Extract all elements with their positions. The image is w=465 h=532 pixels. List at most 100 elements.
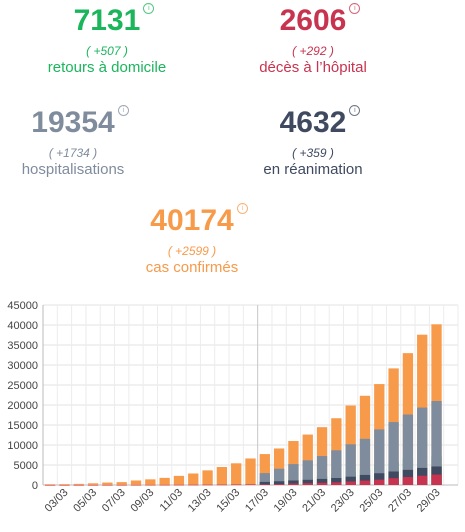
bar-cas-08/03 bbox=[130, 480, 142, 485]
bar-deces-11/03 bbox=[173, 484, 185, 486]
info-icon[interactable]: i bbox=[349, 3, 361, 14]
bar-rea-21/03 bbox=[316, 478, 328, 485]
bar-hosp-27/03 bbox=[402, 414, 414, 485]
bar-deces-13/03 bbox=[202, 484, 213, 486]
y-tick-label: 30000 bbox=[7, 360, 38, 372]
bar-hosp-24/03 bbox=[359, 438, 371, 485]
hosp-delta: ( +1734 ) bbox=[48, 146, 98, 160]
bar-hosp-25/03 bbox=[374, 429, 385, 485]
bar-cas-05/03 bbox=[87, 483, 99, 485]
stat-retours: 7131 i ( +507 ) retours à domicile bbox=[7, 3, 207, 76]
bar-deces-24/03 bbox=[359, 480, 371, 485]
retours-value: 7131 i bbox=[74, 3, 155, 36]
bar-cas-20/03 bbox=[302, 434, 313, 485]
stacked-bar-chart: 0 5000 10000 15000 20000 25000 30000 35000 40000… bbox=[7, 300, 459, 515]
y-tick-label: 45000 bbox=[7, 300, 38, 312]
bar-rea-19/03 bbox=[288, 480, 299, 485]
bar-cas-02/03 bbox=[45, 484, 56, 485]
bar-hosp-26/03 bbox=[388, 422, 399, 485]
x-tick-label: 03/03 bbox=[43, 487, 71, 515]
y-tick-label: 25000 bbox=[7, 380, 38, 392]
bar-deces-06/03 bbox=[102, 484, 113, 486]
bar-deces-21/03 bbox=[316, 482, 328, 485]
bar-deces-05/03 bbox=[87, 484, 99, 486]
x-axis: 03/03 05/03 07/03 09/03 11/03 13/03 15/03 17/03… bbox=[43, 487, 443, 515]
bar-hosp-22/03 bbox=[331, 450, 342, 485]
x-tick-label: 27/03 bbox=[386, 487, 414, 515]
bar-deces-08/03 bbox=[130, 484, 142, 486]
deces-value: 2606 i bbox=[280, 3, 361, 36]
hosp-label: hospitalisations bbox=[21, 161, 125, 178]
bar-cas-12/03 bbox=[188, 473, 199, 485]
info-icon[interactable]: i bbox=[236, 203, 248, 214]
chart-grid bbox=[42, 304, 459, 486]
bar-deces-02/03 bbox=[45, 484, 56, 486]
y-tick-label: 5000 bbox=[14, 460, 38, 472]
hosp-value: 19354 i bbox=[31, 105, 129, 138]
bar-deces-14/03 bbox=[216, 484, 228, 486]
bar-cas-16/03 bbox=[245, 458, 256, 485]
stat-cas-confirmes: 40174 i ( +2599 ) cas confirmés bbox=[92, 203, 292, 276]
bar-hosp-18/03 bbox=[273, 468, 285, 485]
bar-deces-15/03 bbox=[231, 484, 242, 486]
bar-deces-09/03 bbox=[145, 484, 156, 486]
rea-delta: ( +359 ) bbox=[292, 146, 334, 160]
cas-value: 40174 i bbox=[150, 203, 248, 236]
bar-deces-16/03 bbox=[245, 484, 256, 486]
bar-deces-27/03 bbox=[402, 477, 414, 485]
x-tick-label: 23/03 bbox=[329, 487, 357, 515]
bar-cas-17/03 bbox=[259, 454, 270, 485]
bar-deces-10/03 bbox=[159, 484, 170, 486]
bar-cas-03/03 bbox=[59, 484, 70, 485]
bar-rea-22/03 bbox=[331, 478, 342, 485]
bar-deces-25/03 bbox=[374, 479, 385, 485]
bar-deces-18/03 bbox=[273, 484, 285, 485]
stat-hospitalisations: 19354 i ( +1734 ) hospitalisations bbox=[0, 105, 173, 178]
cas-delta: ( +2599 ) bbox=[167, 244, 217, 258]
bar-deces-19/03 bbox=[288, 483, 299, 485]
stat-deces: 2606 i ( +292 ) décès à l’hôpital bbox=[213, 3, 413, 76]
deces-label: décès à l’hôpital bbox=[259, 59, 367, 76]
x-tick-label: 15/03 bbox=[214, 487, 242, 515]
bar-rea-24/03 bbox=[359, 474, 371, 485]
y-tick-label: 10000 bbox=[7, 440, 38, 452]
bar-rea-17/03 bbox=[259, 481, 270, 485]
bar-deces-29/03 bbox=[431, 474, 442, 485]
x-tick-label: 17/03 bbox=[243, 487, 271, 515]
cas-label: cas confirmés bbox=[145, 259, 239, 276]
bar-cas-09/03 bbox=[145, 479, 156, 485]
x-tick-label: 13/03 bbox=[186, 487, 214, 515]
bar-cas-07/03 bbox=[116, 482, 127, 485]
y-tick-label: 0 bbox=[32, 480, 38, 492]
bar-deces-17/03 bbox=[259, 484, 270, 485]
x-tick-label: 07/03 bbox=[100, 487, 128, 515]
chart-bars bbox=[45, 324, 442, 486]
x-tick-label: 05/03 bbox=[71, 487, 99, 515]
retours-label: retours à domicile bbox=[47, 59, 167, 76]
bar-cas-13/03 bbox=[202, 470, 213, 485]
bar-cas-04/03 bbox=[73, 483, 84, 485]
rea-value: 4632 i bbox=[280, 105, 361, 138]
y-tick-label: 15000 bbox=[7, 420, 38, 432]
bar-deces-23/03 bbox=[345, 481, 356, 485]
bar-deces-28/03 bbox=[417, 475, 428, 485]
info-icon[interactable]: i bbox=[143, 3, 155, 14]
info-icon[interactable]: i bbox=[117, 105, 129, 116]
bar-deces-07/03 bbox=[116, 484, 127, 486]
y-tick-label: 20000 bbox=[7, 400, 38, 412]
bar-hosp-19/03 bbox=[288, 464, 299, 485]
bar-cas-14/03 bbox=[216, 467, 228, 485]
x-tick-label: 11/03 bbox=[158, 487, 185, 514]
y-tick-label: 40000 bbox=[7, 320, 38, 332]
info-icon[interactable]: i bbox=[349, 105, 361, 116]
stat-reanimation: 4632 i ( +359 ) en réanimation bbox=[213, 105, 413, 178]
bar-rea-18/03 bbox=[273, 481, 285, 485]
deces-delta: ( +292 ) bbox=[292, 44, 334, 58]
bar-cas-19/03 bbox=[288, 441, 299, 485]
bar-cas-10/03 bbox=[159, 477, 170, 485]
bar-hosp-20/03 bbox=[302, 460, 313, 485]
x-tick-label: 29/03 bbox=[415, 487, 443, 515]
y-axis: 0 5000 10000 15000 20000 25000 30000 35000 40000… bbox=[7, 300, 38, 492]
bar-hosp-29/03 bbox=[431, 401, 442, 485]
bar-deces-20/03 bbox=[302, 483, 313, 485]
